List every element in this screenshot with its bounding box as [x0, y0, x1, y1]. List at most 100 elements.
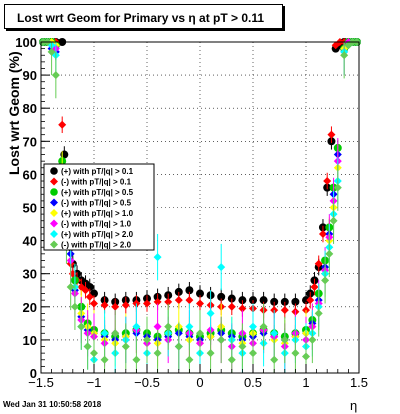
data-point: [85, 292, 94, 301]
legend-label: (-) with pT/|q| > 0.5: [61, 199, 132, 208]
data-point: [196, 299, 204, 308]
data-point: [217, 263, 226, 272]
data-point: [306, 296, 315, 305]
data-point: [81, 286, 90, 295]
legend-marker: [50, 230, 58, 238]
x-tick-label: 0: [196, 375, 203, 390]
data-point: [270, 329, 279, 338]
legend-box: [43, 163, 155, 251]
x-tick-label: −0.5: [134, 375, 160, 390]
data-point: [249, 322, 257, 331]
data-point: [259, 296, 268, 305]
y-tick-label: 80: [23, 101, 37, 116]
legend-marker: [50, 177, 58, 186]
timestamp-footer: Wed Jan 31 10:50:58 2018: [3, 400, 102, 409]
axis-ticks: −1.5 −1 −0.5 0 0.5 1 1.5 0 10 20 30 40 50 60 70 80 90 100: [15, 35, 368, 390]
data-point: [100, 355, 109, 364]
data-point: [153, 349, 162, 358]
data-point: [238, 342, 247, 351]
legend-label: (-) with pT/|q| > 1.0: [61, 220, 132, 229]
data-point: [51, 71, 60, 80]
y-tick-label: 70: [23, 134, 37, 149]
data-point: [185, 296, 194, 305]
data-point: [329, 216, 338, 225]
data-point: [280, 306, 289, 315]
series-7: [39, 38, 361, 373]
data-point: [206, 309, 215, 318]
data-point: [100, 301, 109, 310]
x-tick-label: −1.5: [28, 375, 54, 390]
data-point: [121, 301, 130, 310]
legend-marker: [50, 219, 58, 228]
data-point: [238, 304, 247, 313]
legend-marker: [50, 198, 58, 207]
data-point: [302, 352, 310, 361]
data-point: [164, 322, 173, 331]
y-tick-label: 0: [30, 366, 37, 381]
data-point: [121, 342, 130, 351]
data-point: [90, 349, 98, 358]
legend-label: (+) with pT/|q| > 0.1: [61, 167, 134, 176]
data-point: [143, 335, 151, 344]
y-tick-label: 40: [23, 234, 37, 249]
legend-marker: [50, 167, 58, 175]
data-point: [174, 342, 183, 351]
data-point: [153, 322, 162, 331]
y-tick-label: 20: [23, 300, 37, 315]
data-point: [314, 259, 323, 268]
data-point: [314, 309, 323, 318]
data-point: [111, 302, 120, 311]
y-tick-label: 100: [15, 35, 37, 50]
x-tick-label: 1.5: [350, 375, 368, 390]
data-point: [66, 282, 75, 291]
data-point: [90, 299, 98, 308]
data-point: [270, 355, 279, 364]
data-point: [340, 51, 349, 60]
data-point: [291, 297, 300, 306]
data-point: [327, 130, 336, 139]
chart-title: Lost wrt Geom for Primary vs η at pT > 0…: [17, 11, 265, 25]
data-point: [280, 335, 289, 344]
y-axis-label: Lost wrt Geom (%): [6, 51, 22, 175]
data-point: [318, 229, 327, 238]
data-point: [111, 329, 120, 338]
data-point: [185, 322, 194, 331]
x-axis-label: η: [350, 398, 358, 413]
title-box: Lost wrt Geom for Primary vs η at pT > 0…: [4, 4, 283, 29]
data-point: [58, 120, 67, 129]
legend-marker: [50, 188, 58, 196]
data-point: [308, 335, 317, 344]
data-point: [70, 302, 79, 311]
data-point: [185, 286, 194, 295]
legend-marker: [50, 240, 58, 249]
data-point: [174, 296, 183, 305]
x-tick-label: −1: [87, 375, 102, 390]
data-point: [323, 177, 332, 186]
legend-label: (-) with pT/|q| > 0.1: [61, 178, 132, 187]
data-point: [153, 253, 162, 262]
data-point: [206, 349, 215, 358]
data-point: [153, 297, 162, 306]
data-point: [164, 297, 173, 306]
data-point: [100, 329, 109, 338]
data-point: [196, 329, 204, 338]
x-tick-label: 0.5: [244, 375, 262, 390]
data-point: [77, 322, 86, 331]
data-point: [217, 292, 226, 301]
y-tick-label: 30: [23, 267, 37, 282]
data-point: [227, 302, 236, 311]
data-point: [333, 183, 342, 192]
legend-label: (+) with pT/|q| > 1.0: [61, 209, 134, 218]
data-point: [259, 322, 268, 331]
data-point: [185, 355, 194, 364]
y-tick-label: 90: [23, 68, 37, 83]
legend-label: (+) with pT/|q| > 0.5: [61, 188, 134, 197]
data-point: [196, 289, 204, 298]
data-point: [143, 299, 151, 308]
data-point: [321, 276, 330, 285]
data-point: [249, 349, 257, 358]
data-point: [302, 296, 310, 305]
y-tick-label: 10: [23, 333, 37, 348]
